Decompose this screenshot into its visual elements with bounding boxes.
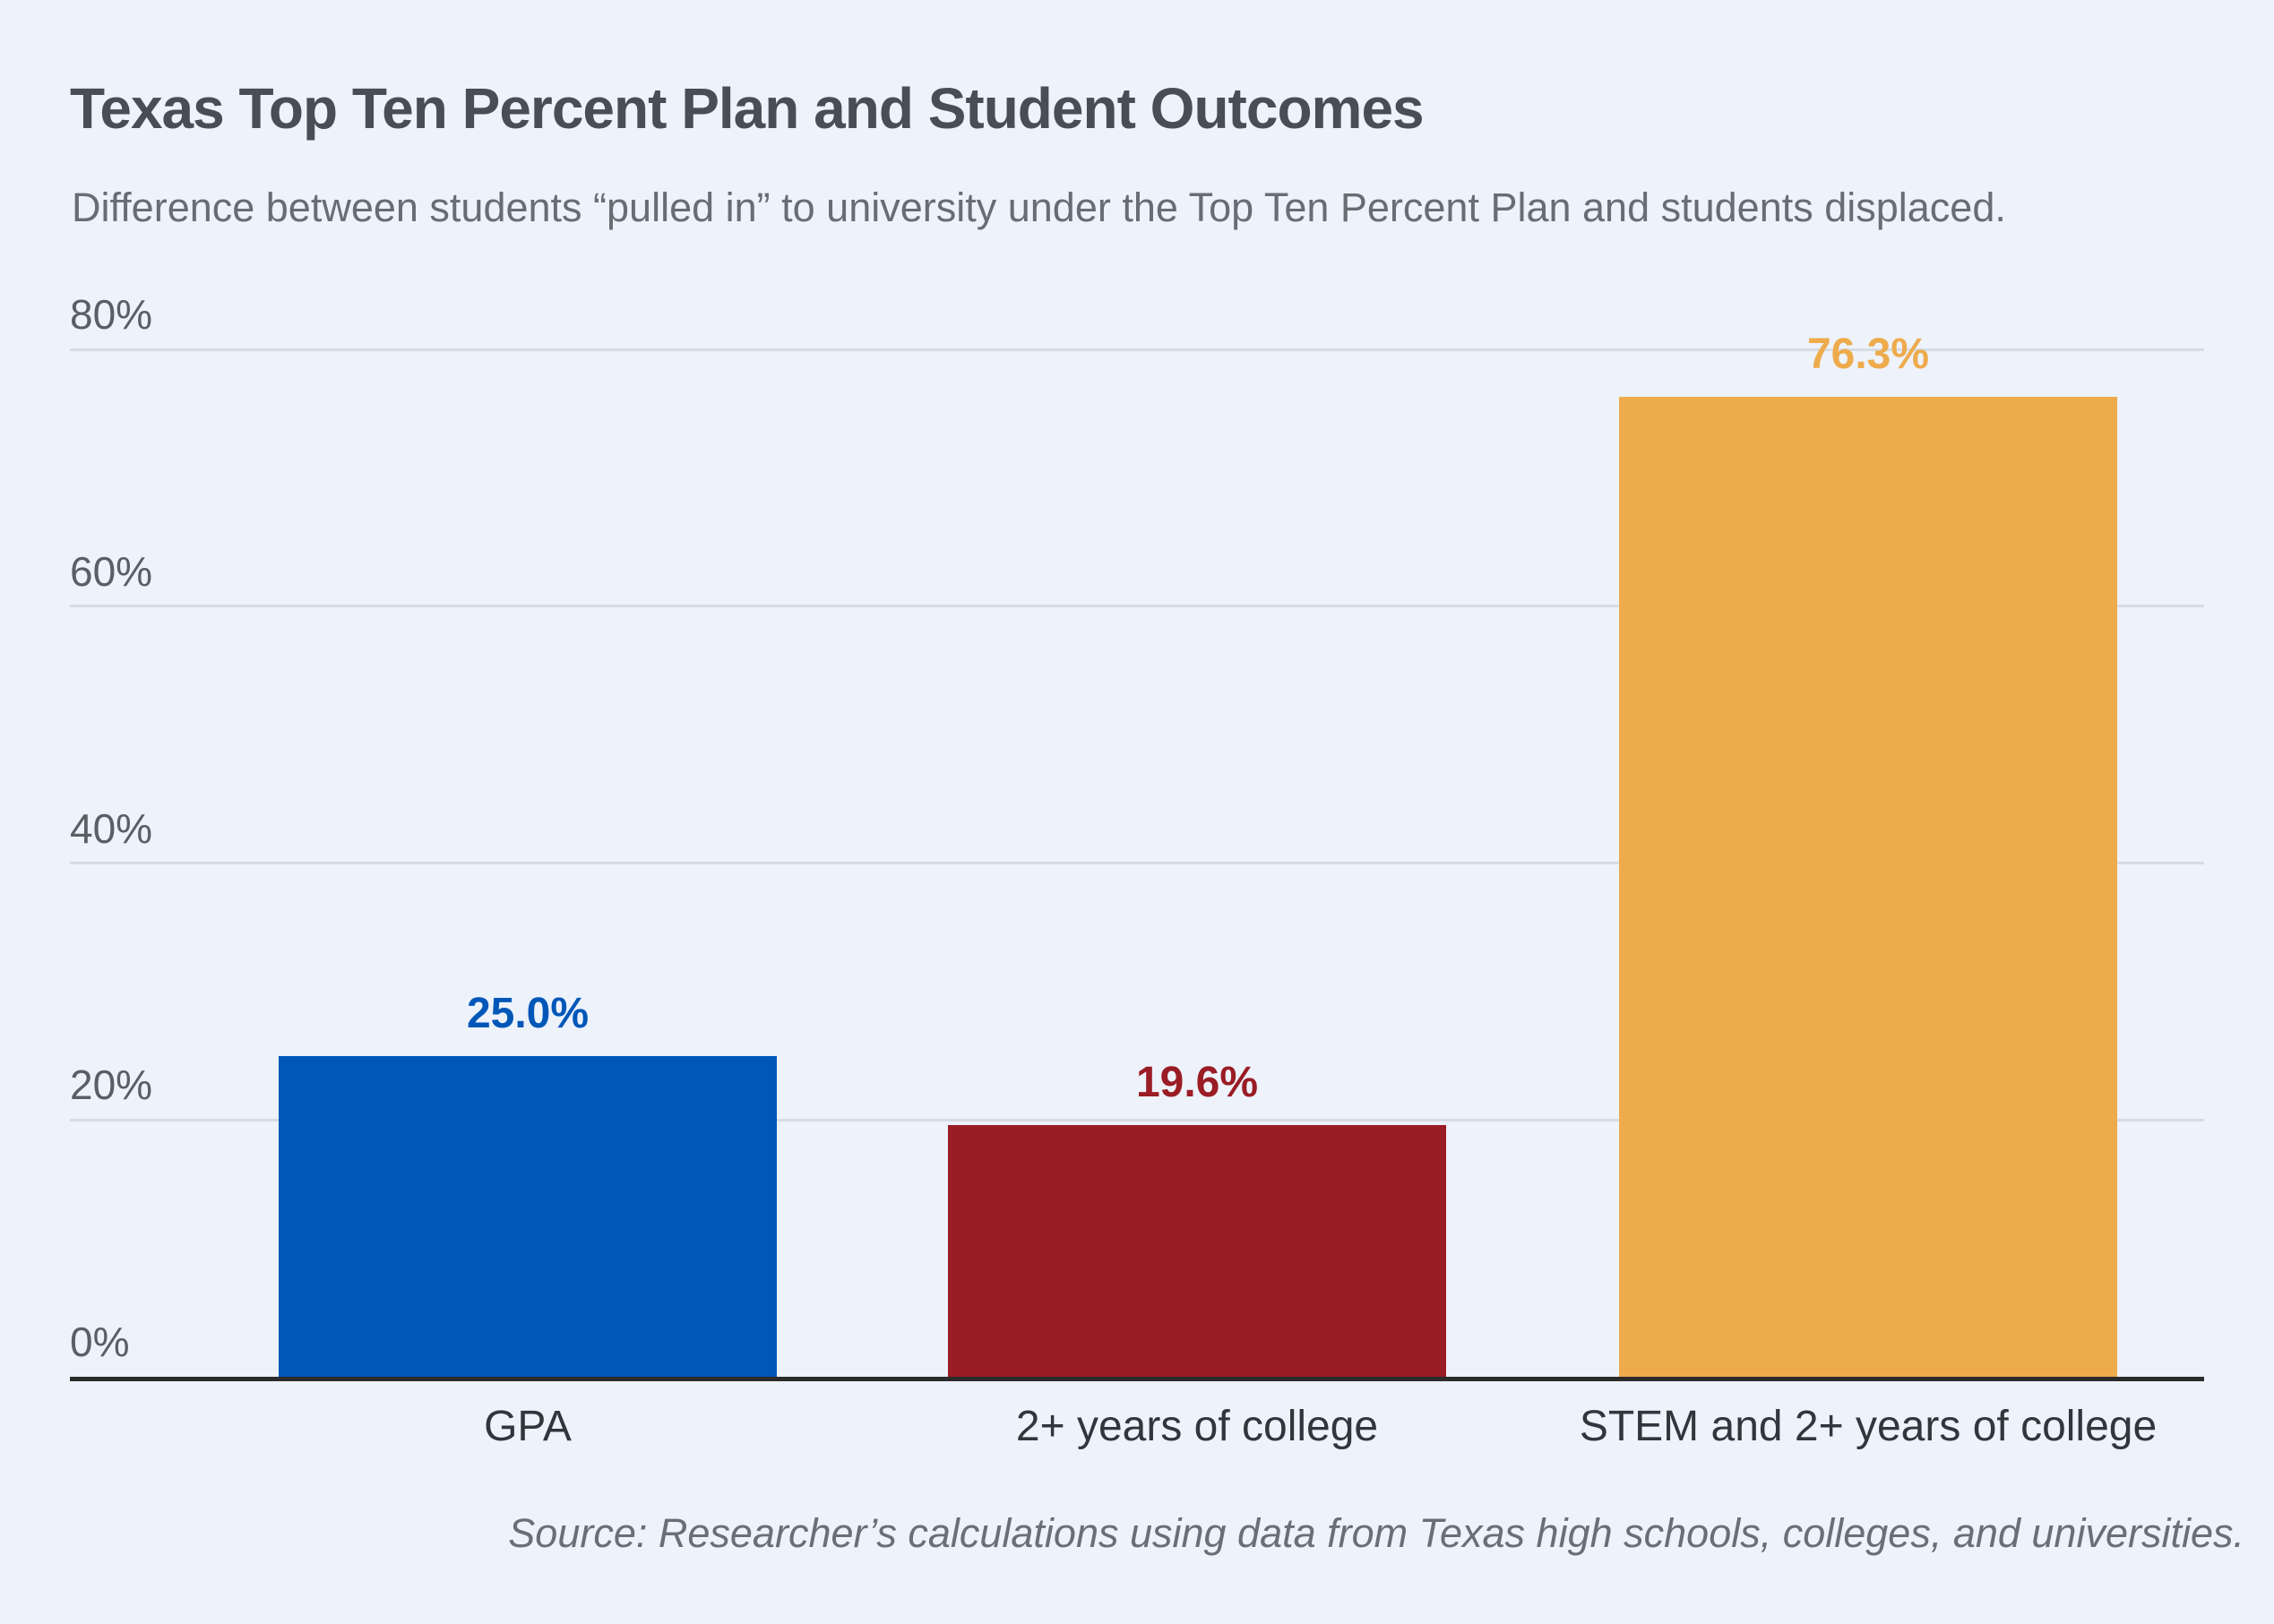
bar-value-label: 25.0% — [466, 989, 590, 1037]
y-axis-tick-label: 40% — [70, 804, 153, 852]
chart-plot-area: 0% 20% 40% 60% 80% 25.0% GPA 19.6% 2+ years of c… — [70, 291, 2204, 1450]
source-note: Source: Researcher’s calculations using … — [508, 1510, 2244, 1556]
bar-value-label: 76.3% — [1806, 331, 1930, 379]
bar-1 — [279, 1055, 777, 1377]
bar-2 — [948, 1125, 1446, 1377]
y-axis-tick-label: 60% — [70, 547, 153, 595]
x-axis-category-label: 2+ years of college — [1015, 1403, 1379, 1450]
bar-value-label: 19.6% — [1135, 1059, 1259, 1106]
gridline-20 — [70, 1118, 2204, 1121]
gridline-60 — [70, 605, 2204, 608]
bar-3 — [1619, 397, 2117, 1377]
chart-subtitle: Difference between students “pulled in” … — [72, 185, 2006, 230]
y-axis-tick-label: 20% — [70, 1061, 153, 1109]
x-axis-category-label: STEM and 2+ years of college — [1579, 1403, 2158, 1450]
y-axis-tick-label: 0% — [70, 1319, 130, 1365]
gridline-40 — [70, 862, 2204, 864]
x-axis-line — [70, 1377, 2204, 1381]
gridline-80 — [70, 348, 2204, 351]
chart-title: Texas Top Ten Percent Plan and Student O… — [70, 76, 1425, 141]
x-axis-category-label: GPA — [484, 1403, 572, 1450]
y-axis-tick-label: 80% — [70, 291, 153, 338]
